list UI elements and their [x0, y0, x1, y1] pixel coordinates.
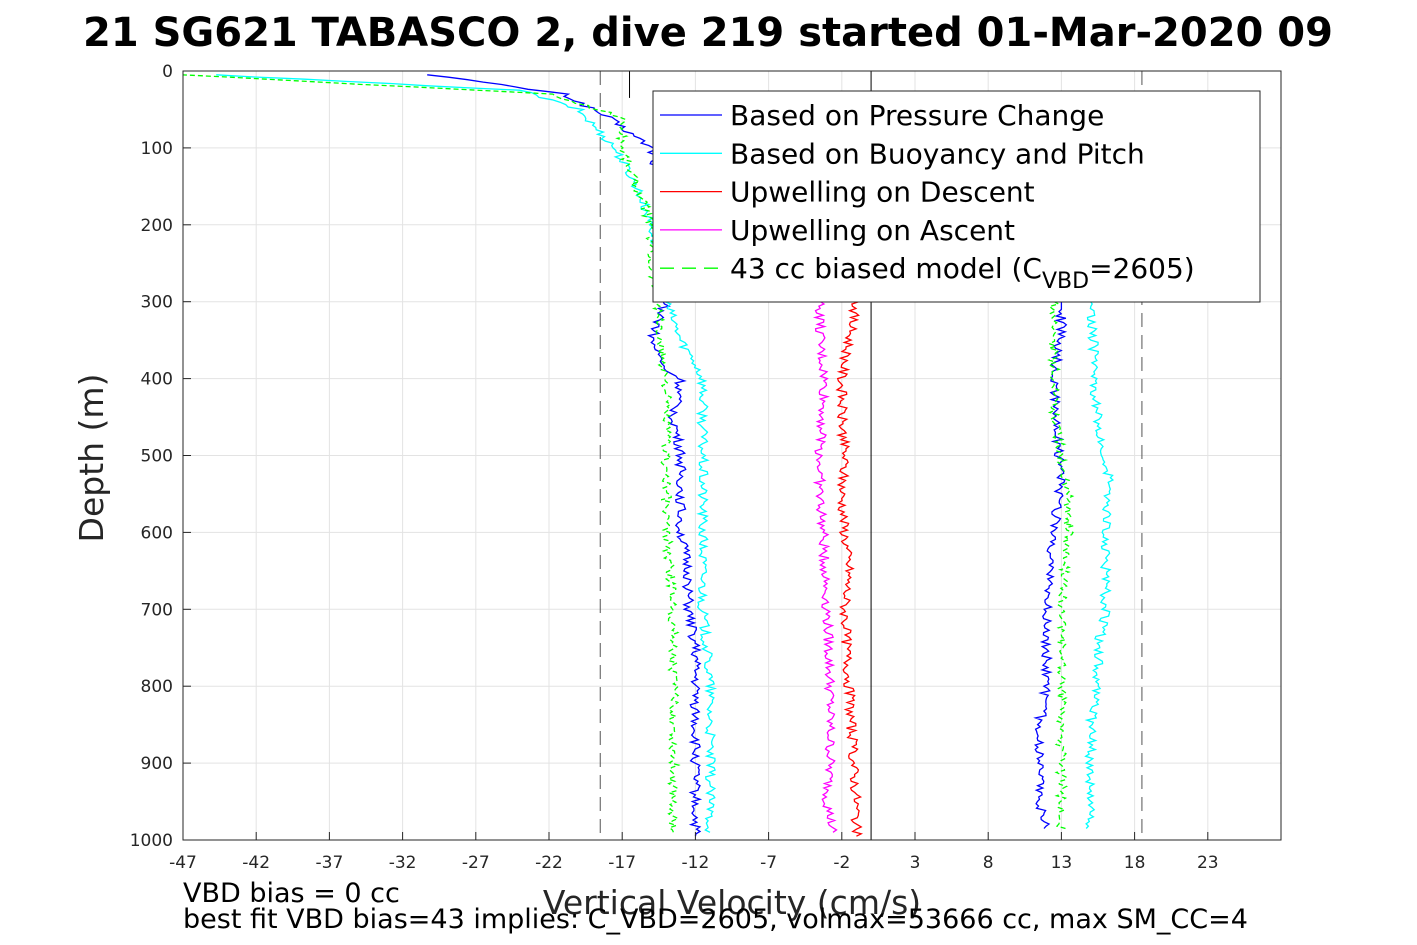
y-tick-label: 600: [141, 523, 173, 543]
series-line: [183, 74, 681, 833]
x-tick-label: -27: [462, 853, 490, 873]
x-tick-label: -12: [682, 853, 710, 873]
x-tick-label: -22: [535, 853, 563, 873]
x-tick-label: 13: [1051, 853, 1073, 873]
x-tick-label: -47: [169, 853, 197, 873]
x-tick-label: 3: [910, 853, 921, 873]
y-tick-label: 1000: [130, 831, 173, 851]
x-axis-title: Vertical Velocity (cm/s): [543, 883, 921, 922]
x-tick-label: -37: [316, 853, 344, 873]
y-tick-label: 800: [141, 677, 173, 697]
x-tick-label: -17: [608, 853, 636, 873]
legend-label: Upwelling on Ascent: [730, 214, 1015, 247]
best-fit-note: best fit VBD bias=43 implies: C_VBD=2605…: [183, 904, 1248, 935]
y-tick-label: 900: [141, 754, 173, 774]
x-tick-label: -42: [242, 853, 270, 873]
y-tick-label: 700: [141, 600, 173, 620]
x-tick-label: 23: [1197, 853, 1219, 873]
y-tick-label: 100: [141, 139, 173, 159]
x-tick-label: 8: [983, 853, 994, 873]
legend-box: [652, 90, 1261, 303]
series-line: [1033, 301, 1068, 829]
x-tick-label: -32: [389, 853, 417, 873]
y-axis-ticks: 0 100 200 300 400 500 600 700 800 900 1000: [130, 62, 191, 851]
y-tick-label: 400: [141, 370, 173, 390]
x-axis-ticks: -47 -42 -37 -32 -27 -22 -17 -12 -7 -2 3 8 13 18 23: [169, 832, 1219, 873]
series-line: [1084, 301, 1115, 829]
series-line: [812, 301, 838, 833]
vbd-bias-note: VBD bias = 0 cc: [183, 878, 400, 909]
chart-title: 21 SG621 TABASCO 2, dive 219 started 01-…: [83, 10, 1333, 56]
series-line: [216, 74, 718, 833]
legend-label: Based on Buoyancy and Pitch: [730, 137, 1145, 170]
y-tick-label: 200: [141, 216, 173, 236]
x-tick-label: -2: [833, 853, 850, 873]
series-line: [1047, 301, 1075, 830]
series-lines: [183, 74, 1115, 837]
legend-label: Upwelling on Descent: [730, 176, 1035, 209]
y-tick-label: 300: [141, 293, 173, 313]
legend-label: Based on Pressure Change: [730, 99, 1104, 132]
y-tick-label: 500: [141, 447, 173, 467]
legend: Based on Pressure Change Based on Buoyanc…: [652, 90, 1261, 303]
y-tick-label: 0: [162, 62, 173, 82]
y-axis-title: Depth (m): [72, 374, 111, 543]
x-tick-label: -7: [760, 853, 777, 873]
x-tick-label: 18: [1124, 853, 1146, 873]
series-line: [835, 301, 864, 837]
legend-label: 43 cc biased model (CVBD=2605): [730, 252, 1195, 294]
